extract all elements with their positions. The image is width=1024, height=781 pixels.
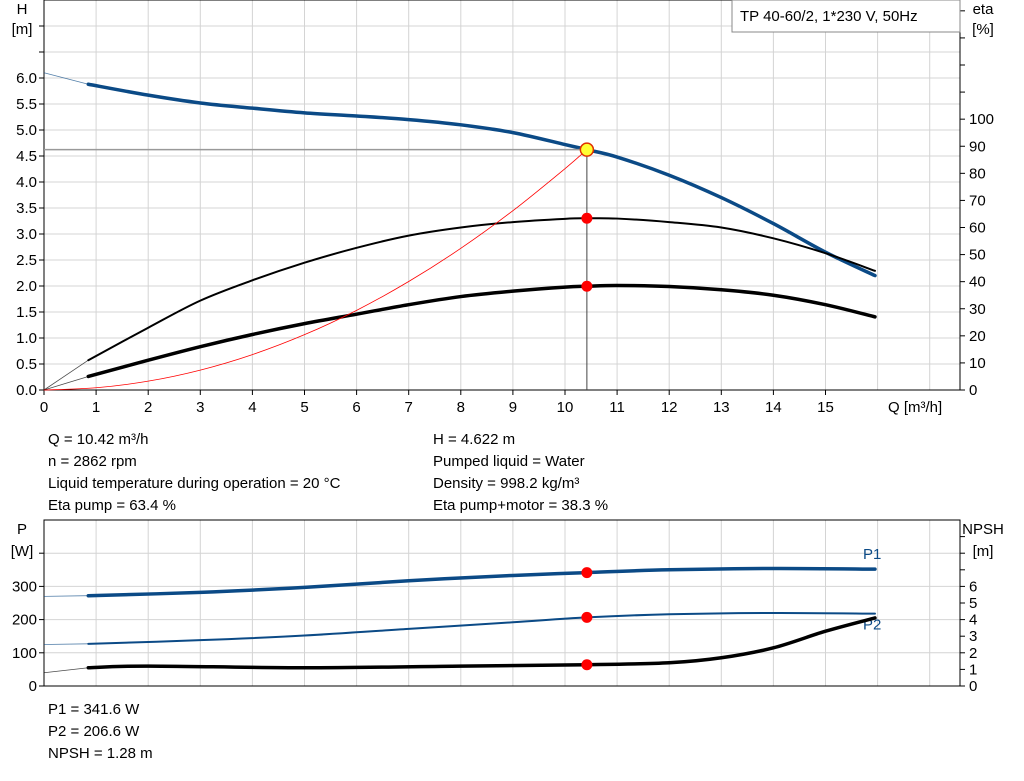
curve-extrapolation-P1 [43, 595, 89, 597]
y2-tick-label: 5 [969, 595, 977, 612]
duty-point-marker [579, 142, 595, 157]
info-top-left: Q = 10.42 m³/h n = 2862 rpm Liquid tempe… [48, 429, 340, 517]
y-axis-unit: [W] [11, 543, 34, 560]
info-n: n = 2862 rpm [48, 453, 137, 470]
curve-P1 [86, 566, 877, 598]
x-tick-label: 8 [457, 399, 465, 416]
y2-tick-label: 3 [969, 628, 977, 645]
y2-tick-label: 0 [969, 678, 977, 695]
x-tick-label: 2 [144, 399, 152, 416]
y-tick-label: 4.0 [16, 174, 37, 191]
title-box [731, 0, 961, 33]
y2-tick-label: 100 [969, 111, 994, 128]
duty-point-eta-pump [581, 212, 593, 224]
y-tick-label: 200 [12, 612, 37, 629]
x-tick-label: 1 [92, 399, 100, 416]
x-tick-label: 6 [352, 399, 360, 416]
info-eta-pump: Eta pump = 63.4 % [48, 497, 176, 514]
x-tick-label: 9 [509, 399, 517, 416]
curve-extrapolation-H [43, 72, 89, 85]
y-tick-label: 0 [29, 678, 37, 695]
y-tick-label: 2.0 [16, 278, 37, 295]
info-h: H = 4.622 m [433, 431, 516, 448]
y2-axis-label: eta [973, 1, 995, 18]
curve-eta_pump [87, 217, 876, 362]
y-tick-label: 0.0 [16, 382, 37, 399]
y-axis-label: P [17, 521, 27, 538]
y2-tick-label: 6 [969, 578, 977, 595]
y-tick-label: 1.5 [16, 304, 37, 321]
curve-system [43, 149, 588, 391]
y2-tick-label: 1 [969, 661, 977, 678]
duty-point-p1 [581, 567, 593, 579]
info-p2: P2 = 206.6 W [48, 723, 140, 740]
y-tick-label: 2.5 [16, 252, 37, 269]
y-tick-label: 4.5 [16, 148, 37, 165]
y2-tick-label: 50 [969, 247, 986, 264]
x-tick-label: 10 [557, 399, 574, 416]
x-tick-label: 15 [817, 399, 834, 416]
info-liquid: Pumped liquid = Water [433, 453, 585, 470]
y2-axis-label: NPSH [962, 521, 1004, 538]
info-q: Q = 10.42 m³/h [48, 431, 149, 448]
duty-point-npsh [581, 659, 593, 671]
y-tick-label: 1.0 [16, 330, 37, 347]
x-tick-label: 4 [248, 399, 256, 416]
x-tick-label: 5 [300, 399, 308, 416]
info-bottom: P1 = 341.6 W P2 = 206.6 W NPSH = 1.28 m [48, 699, 153, 765]
y-tick-label: 300 [12, 578, 37, 595]
curve-eta_total [86, 283, 877, 379]
info-p1: P1 = 341.6 W [48, 701, 140, 718]
duty-point-p2 [581, 611, 593, 623]
info-top-right: H = 4.622 m Pumped liquid = Water Densit… [433, 429, 608, 517]
y2-tick-label: 70 [969, 192, 986, 209]
curve-P2 [87, 611, 876, 645]
info-temp: Liquid temperature during operation = 20… [48, 475, 341, 492]
y-tick-label: 100 [12, 645, 37, 662]
y-axis-label: H [17, 1, 28, 18]
plot-frame [43, 519, 961, 687]
y-tick-label: 5.5 [16, 96, 37, 113]
y-tick-label: 3.5 [16, 200, 37, 217]
y2-axis-unit: [m] [973, 543, 994, 560]
curve-H [86, 82, 877, 278]
y2-tick-label: 30 [969, 301, 986, 318]
y-tick-label: 0.5 [16, 356, 37, 373]
y-tick-label: 3.0 [16, 226, 37, 243]
x-tick-label: 0 [40, 399, 48, 416]
y2-tick-label: 20 [969, 328, 986, 345]
curve-extrapolation-P2 [43, 643, 89, 645]
x-tick-label: 12 [661, 399, 678, 416]
x-axis-label: Q [m³/h] [888, 399, 942, 416]
duty-point-eta-total [581, 280, 593, 292]
x-tick-label: 3 [196, 399, 204, 416]
info-npsh: NPSH = 1.28 m [48, 745, 153, 762]
curve-extrapolation-eta_pump [43, 359, 89, 391]
x-tick-label: 14 [765, 399, 782, 416]
y2-tick-label: 80 [969, 165, 986, 182]
y2-tick-label: 0 [969, 382, 977, 399]
y2-tick-label: 60 [969, 220, 986, 237]
y2-tick-label: 40 [969, 274, 986, 291]
y-tick-label: 5.0 [16, 122, 37, 139]
chart-title: TP 40-60/2, 1*230 V, 50Hz [740, 8, 918, 25]
y2-tick-label: 4 [969, 612, 977, 629]
plot-frame [43, 0, 961, 391]
y2-tick-label: 10 [969, 355, 986, 372]
curve-extrapolation-NPSH [43, 667, 89, 674]
curve-NPSH [86, 616, 877, 670]
x-tick-label: 11 [609, 399, 625, 416]
curve-extrapolation-eta_total [43, 376, 89, 391]
info-eta-total: Eta pump+motor = 38.3 % [433, 497, 609, 514]
y-axis-unit: [m] [12, 21, 33, 38]
x-tick-label: 13 [713, 399, 730, 416]
info-density: Density = 998.2 kg/m³ [433, 475, 580, 492]
y2-tick-label: 2 [969, 645, 977, 662]
y2-axis-unit: [%] [972, 21, 994, 38]
y2-tick-label: 90 [969, 138, 986, 155]
x-tick-label: 7 [405, 399, 413, 416]
y-tick-label: 6.0 [16, 70, 37, 87]
series-label-P1: P1 [863, 546, 881, 563]
